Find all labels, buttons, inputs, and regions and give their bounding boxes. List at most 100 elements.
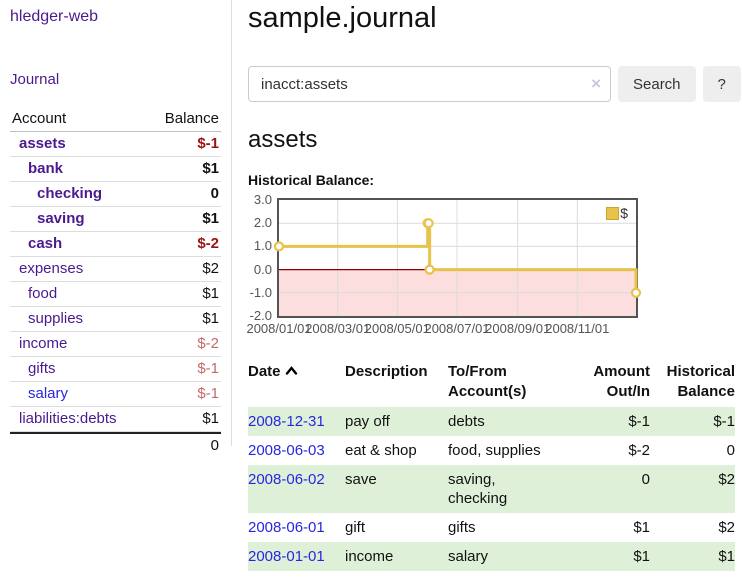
help-button[interactable]: ? [702,66,741,102]
y-tick-label: 3.0 [253,192,272,207]
account-link-income[interactable]: income [19,335,68,352]
transaction-amount: $1 [633,548,650,565]
account-link-cash[interactable]: cash [28,235,63,252]
register-header-row: Date Description To/From Account(s) Amou… [248,357,735,407]
chart-y-axis-labels: 3.0 2.0 1.0 0.0 -1.0 -2.0 [248,192,277,323]
transaction-date-link[interactable]: 2008-06-01 [248,519,325,536]
transaction-description: gift [345,519,366,536]
account-link-checking[interactable]: checking [37,185,103,202]
account-link-expenses[interactable]: expenses [19,260,84,277]
transaction-description: pay off [345,413,390,430]
account-link-liabilities-debts[interactable]: liabilities:debts [19,410,117,427]
transaction-balance: 0 [726,442,735,459]
account-balance: $-2 [197,235,219,252]
accounts-table-header: Account Balance [10,107,221,132]
accounts-total-value: 0 [210,437,219,454]
account-link-assets[interactable]: assets [19,135,66,152]
transaction-accounts: debts [448,413,485,430]
register-table: Date Description To/From Account(s) Amou… [248,357,735,571]
account-link-salary[interactable]: salary [28,385,69,402]
date-column-header[interactable]: Date [248,357,345,407]
sidebar-account-assets: assets $-1 [10,132,221,157]
register-row: 2008-01-01 income salary $1 $1 [248,542,735,571]
transaction-amount: $1 [633,519,650,536]
transaction-date-link[interactable]: 2008-06-02 [248,471,325,488]
x-tick-label: 2008/05/01 [364,321,430,336]
account-column-header: To/From Account(s) [448,363,527,400]
transaction-accounts: salary [448,548,489,565]
y-tick-label: 1.0 [253,238,272,254]
account-balance: $-1 [197,135,219,152]
transaction-amount: 0 [641,471,650,488]
sidebar-account-food: food $1 [10,282,221,307]
chart-canvas [273,200,642,316]
transaction-balance: $2 [718,519,735,536]
sidebar: hledger-web Journal Account Balance asse… [0,0,232,454]
transaction-accounts: saving, checking [448,471,508,507]
x-tick-label: 2008/07/01 [424,321,490,336]
account-balance: 0 [210,185,219,202]
accounts-total-row: 0 [10,432,221,458]
historical-balance-chart: 3.0 2.0 1.0 0.0 -1.0 -2.0 $ 2008/01/01 2008/03… [246,192,742,339]
transaction-description: eat & shop [345,442,417,459]
x-tick-label: 2008/01/01 [246,321,312,336]
legend-swatch-icon [606,206,620,220]
register-row: 2008-12-31 pay off debts $-1 $-1 [248,407,735,436]
transaction-amount: $-2 [628,442,650,459]
page-title: sample.journal [248,2,437,34]
transaction-accounts: gifts [448,519,476,536]
x-tick-label: 2008/11/01 [545,321,610,336]
account-balance: $-1 [197,385,219,402]
amount-column-header: Amount Out/In [593,363,650,400]
search-button[interactable]: Search [618,66,696,102]
account-link-saving[interactable]: saving [37,210,85,227]
transaction-balance: $2 [718,471,735,488]
account-link-supplies[interactable]: supplies [28,310,84,327]
sidebar-account-saving: saving $1 [10,207,221,232]
brand-link[interactable]: hledger-web [10,8,99,25]
account-balance: $2 [202,260,219,277]
account-balance: $1 [202,285,219,302]
account-balance: $1 [202,210,219,227]
clear-search-icon[interactable]: × [591,74,601,93]
account-title: assets [248,126,318,153]
y-tick-label: -1.0 [249,284,272,300]
accounts-table: Account Balance assets $-1 bank $1 check… [10,107,221,458]
account-link-bank[interactable]: bank [28,160,64,177]
account-balance: $1 [202,160,219,177]
account-balance: $1 [202,310,219,327]
account-link-gifts[interactable]: gifts [28,360,56,377]
y-tick-label: 2.0 [253,215,272,231]
chart-x-axis-labels: 2008/01/01 2008/03/01 2008/05/01 2008/07/01… [246,321,634,339]
balance-column-header: Balance [164,110,219,127]
account-balance: $-1 [197,360,219,377]
sidebar-account-checking: checking 0 [10,182,221,207]
legend-label: $ [620,205,628,221]
account-column-header: Account [12,110,67,127]
transaction-date-link[interactable]: 2008-12-31 [248,413,325,430]
chart-heading: Historical Balance: [248,172,375,188]
account-balance: $1 [202,410,219,427]
transaction-accounts: food, supplies [448,442,541,459]
sidebar-account-salary: salary $-1 [10,382,221,407]
sidebar-account-liabilities-debts: liabilities:debts $1 [10,407,221,432]
chart-legend: $ [606,205,628,221]
account-balance: $-2 [197,335,219,352]
chart-plot-area[interactable]: $ [273,198,642,318]
y-tick-label: 0.0 [253,261,272,277]
description-column-header: Description [345,363,428,380]
register-row: 2008-06-02 save saving, checking 0 $2 [248,465,735,513]
transaction-date-link[interactable]: 2008-06-03 [248,442,325,459]
sidebar-account-gifts: gifts $-1 [10,357,221,382]
sidebar-account-cash: cash $-2 [10,232,221,257]
search-form: × Search ? [248,66,742,102]
account-link-food[interactable]: food [28,285,58,302]
transaction-balance: $1 [718,548,735,565]
transaction-date-link[interactable]: 2008-01-01 [248,548,325,565]
search-input[interactable] [248,66,611,102]
transaction-description: income [345,548,394,565]
transaction-balance: $-1 [713,413,735,430]
nav-journal-link[interactable]: Journal [10,71,60,88]
register-row: 2008-06-03 eat & shop food, supplies $-2… [248,436,735,465]
main-content: sample.journal × Search ? assets Histori… [246,0,742,571]
